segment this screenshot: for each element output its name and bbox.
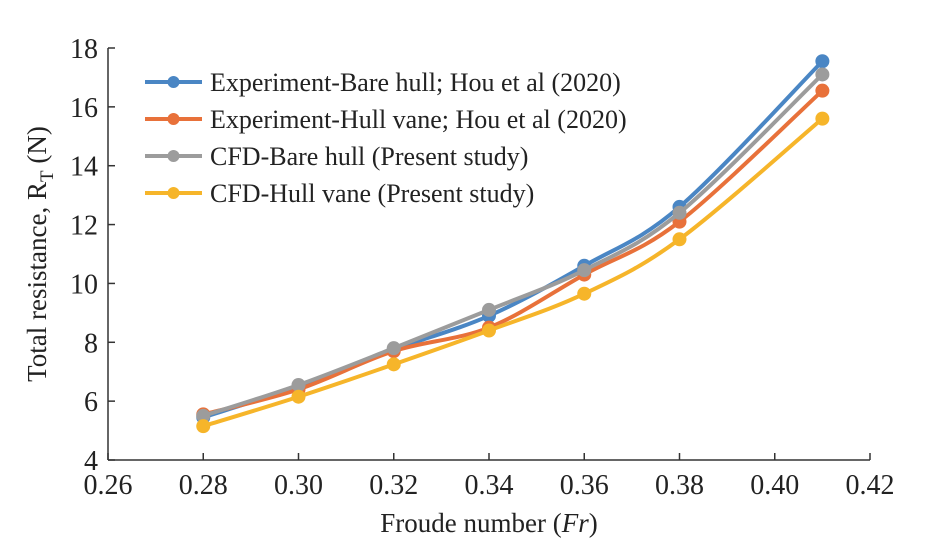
series-3: [196, 67, 830, 423]
y-tick-label: 16: [70, 93, 98, 124]
y-tick-label: 12: [70, 211, 98, 242]
y-tick-label: 8: [84, 328, 98, 359]
y-tick-label: 10: [70, 269, 98, 300]
x-axis-title: Froude number (Fr): [380, 508, 597, 538]
series-line: [202, 89, 824, 417]
x-tick-label: 0.40: [750, 470, 799, 501]
legend-swatch-marker: [167, 150, 180, 162]
x-tick-label: 0.28: [179, 470, 228, 501]
data-point: [815, 67, 830, 82]
series-layer: [196, 54, 830, 434]
y-tick-label: 14: [70, 152, 98, 183]
data-point: [386, 357, 401, 372]
series-2: [196, 83, 830, 422]
y-axis-title: Total resistance, RT (N): [22, 126, 58, 382]
legend-item: CFD-Bare hull (Present study): [145, 142, 528, 171]
legend-item: Experiment-Hull vane; Hou et al (2020): [145, 105, 627, 134]
legend-swatch-marker: [167, 187, 180, 199]
y-axis-ticks: 4 6 8 10 12 14 16 18: [70, 34, 115, 477]
plot-area: 0.26 0.28 0.30 0.32 0.34 0.36 0.38 0.40 0.42 4 6 8…: [70, 34, 895, 501]
y-tick-label: 18: [70, 34, 98, 65]
x-axis-title-prefix: Froude number (: [380, 508, 561, 538]
x-axis-ticks: 0.26 0.28 0.30 0.32 0.34 0.36 0.38 0.40 0.42: [84, 453, 895, 501]
data-point: [815, 83, 830, 98]
legend-item: Experiment-Bare hull; Hou et al (2020): [145, 68, 621, 97]
y-axis-title-prefix: Total resistance, R: [22, 182, 52, 382]
y-tick-label: 4: [84, 446, 98, 477]
x-tick-label: 0.26: [84, 470, 133, 501]
legend-label: Experiment-Hull vane; Hou et al (2020): [210, 105, 627, 134]
legend-swatch-marker: [167, 113, 180, 125]
data-point: [672, 205, 687, 220]
legend-item: CFD-Hull vane (Present study): [145, 179, 534, 208]
data-point: [815, 111, 830, 126]
data-point: [482, 323, 496, 338]
x-tick-label: 0.42: [846, 470, 895, 501]
data-point: [291, 389, 306, 404]
x-axis-title-suffix: ): [589, 508, 598, 538]
x-tick-label: 0.30: [274, 470, 323, 501]
data-point: [815, 54, 830, 69]
data-point: [482, 302, 496, 317]
legend-label: CFD-Hull vane (Present study): [210, 179, 534, 208]
data-point: [291, 377, 306, 392]
data-point: [196, 419, 211, 434]
y-axis-title-suffix: (N): [22, 126, 52, 170]
data-point: [672, 232, 687, 247]
y-tick-label: 6: [84, 387, 98, 418]
legend-label: CFD-Bare hull (Present study): [210, 142, 528, 171]
legend: Experiment-Bare hull; Hou et al (2020) Ex…: [145, 68, 627, 208]
x-tick-label: 0.34: [465, 470, 514, 501]
x-tick-label: 0.36: [560, 470, 609, 501]
data-point: [196, 408, 211, 423]
data-point: [577, 286, 592, 301]
legend-label: Experiment-Bare hull; Hou et al (2020): [210, 68, 621, 97]
legend-swatch-marker: [167, 76, 180, 88]
x-axis-title-italic: Fr: [561, 508, 589, 538]
x-tick-label: 0.32: [369, 470, 418, 501]
data-point: [577, 263, 592, 278]
x-tick-label: 0.38: [655, 470, 704, 501]
data-point: [386, 341, 401, 356]
y-axis-title-subscript: T: [37, 170, 58, 182]
series-4: [196, 111, 830, 434]
